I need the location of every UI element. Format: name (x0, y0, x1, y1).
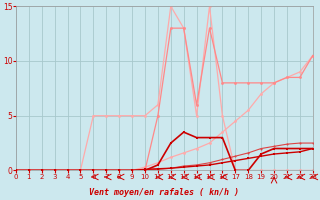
X-axis label: Vent moyen/en rafales ( kn/h ): Vent moyen/en rafales ( kn/h ) (89, 188, 239, 197)
